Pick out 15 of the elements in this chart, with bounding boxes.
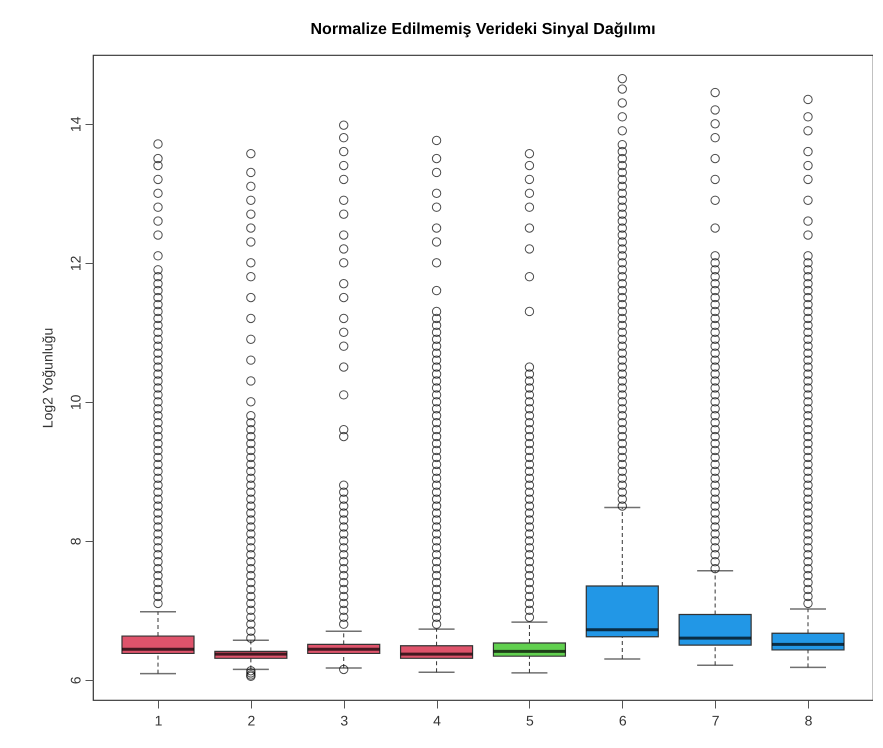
x-tick-label: 3 [340,712,348,728]
x-tick-label: 1 [154,712,163,728]
y-tick-label: 6 [68,676,84,684]
y-tick-label: 12 [68,255,84,272]
y-tick-label: 14 [68,116,84,132]
y-tick-label: 10 [68,394,84,410]
chart-title: Normalize Edilmemiş Verideki Sinyal Dağılımı [310,21,656,38]
x-tick-label: 8 [804,712,813,728]
x-tick-label: 7 [712,712,720,728]
x-tick-label: 2 [247,712,256,728]
y-tick-label: 8 [68,537,84,546]
x-tick-label: 4 [433,712,442,728]
y-axis-title: Log2 Yoğunluğu [40,328,56,428]
x-tick-label: 6 [618,712,627,728]
x-tick-label: 5 [526,712,534,728]
